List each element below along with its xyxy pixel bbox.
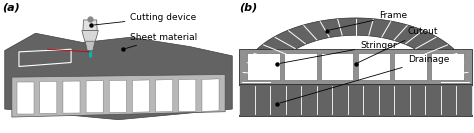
Bar (284, 53, 317, 80)
Polygon shape (40, 81, 57, 113)
Polygon shape (82, 31, 99, 41)
Polygon shape (132, 80, 149, 112)
Polygon shape (85, 40, 95, 51)
Text: (b): (b) (239, 3, 258, 13)
Bar (357, 53, 390, 80)
Polygon shape (240, 18, 470, 82)
Polygon shape (179, 79, 196, 112)
Text: Drainage: Drainage (280, 55, 449, 103)
Bar (431, 53, 464, 80)
Text: (a): (a) (2, 3, 20, 13)
Text: Sheet material: Sheet material (126, 33, 198, 48)
Polygon shape (12, 74, 225, 117)
Bar (239, 84, 472, 116)
Bar (239, 49, 472, 84)
Polygon shape (202, 79, 219, 111)
Polygon shape (17, 82, 34, 114)
Bar (321, 53, 353, 80)
Text: Cutout: Cutout (358, 27, 438, 63)
Text: Cutting device: Cutting device (94, 13, 197, 25)
Polygon shape (83, 20, 97, 31)
Polygon shape (155, 80, 173, 112)
Bar (247, 53, 280, 80)
Text: Frame: Frame (330, 11, 407, 30)
Text: Stringer: Stringer (280, 41, 397, 63)
Polygon shape (109, 80, 127, 113)
Polygon shape (5, 33, 232, 120)
Bar (394, 53, 427, 80)
Polygon shape (86, 81, 103, 113)
Polygon shape (63, 81, 80, 113)
